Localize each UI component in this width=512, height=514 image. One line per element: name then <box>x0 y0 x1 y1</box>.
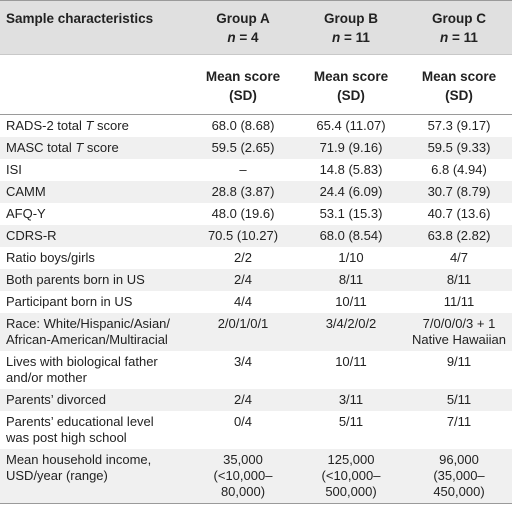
table-row: Race: White/Hispanic/Asian/African-Ameri… <box>0 313 512 351</box>
cell-group-b: 71.9 (9.16) <box>296 137 406 159</box>
group-a-name: Group A <box>216 11 270 26</box>
cell-group-a: 3/4 <box>233 354 253 369</box>
cell-group-c: 59.5 (9.33) <box>406 137 512 159</box>
cell-group-b: 3/11 <box>296 389 406 411</box>
subheader-row: Mean score (SD) Mean score (SD) Mean score… <box>0 54 512 115</box>
cell-group-b: 3/4/2/0/2 <box>296 313 406 351</box>
cell-group-a: 2/0/1/0/1 <box>190 313 296 351</box>
cell-group-a: 35,000 (<10,000– 80,000) <box>190 449 296 504</box>
cell-group-c: 63.8 (2.82) <box>406 225 512 247</box>
table-row: CAMM 28.8 (3.87) 24.4 (6.09) 30.7 (8.79) <box>0 181 512 203</box>
row-label: Parents’ divorced <box>0 389 190 411</box>
cell-group-c: 4/7 <box>449 250 469 265</box>
cell-group-b: 125,000 (<10,000– 500,000) <box>296 449 406 504</box>
cell-group-c: 7/0/0/0/3 + 1 Native Hawaiian <box>406 313 512 351</box>
cell-group-a: 48.0 (19.6) <box>211 206 275 221</box>
cell-group-c: 96,000 (35,000– 450,000) <box>406 449 512 504</box>
row-label: MASC total T score <box>0 137 190 159</box>
cell-group-a: 2/4 <box>190 269 296 291</box>
header-row: Sample characteristics Group A n = 4 Gro… <box>0 0 512 55</box>
cell-group-b: 1/10 <box>338 250 364 265</box>
row-label: Ratio boys/girls <box>6 250 95 265</box>
table-row: Parents’ educational level was post high … <box>0 411 512 449</box>
cell-group-a: 28.8 (3.87) <box>190 181 296 203</box>
row-label: RADS-2 total T score <box>6 118 129 133</box>
table-row: MASC total T score 59.5 (2.65) 71.9 (9.16)… <box>0 137 512 159</box>
group-c-n: n = 11 <box>440 30 478 45</box>
cell-group-c: 6.8 (4.94) <box>431 162 487 177</box>
group-b-name: Group B <box>324 11 378 26</box>
group-c-name: Group C <box>432 11 486 26</box>
header-label: Sample characteristics <box>0 0 190 55</box>
group-a-header: Group A n = 4 <box>190 0 296 55</box>
cell-group-c: 30.7 (8.79) <box>406 181 512 203</box>
cell-group-c: 8/11 <box>406 269 512 291</box>
cell-group-c: 57.3 (9.17) <box>427 118 491 133</box>
row-label: Parents’ educational level was post high … <box>6 414 154 445</box>
subheader-b: Mean score (SD) <box>296 54 406 115</box>
row-label: CDRS-R <box>0 225 190 247</box>
group-b-header: Group B n = 11 <box>296 0 406 55</box>
cell-group-a: 68.0 (8.68) <box>211 118 275 133</box>
cell-group-b: 68.0 (8.54) <box>296 225 406 247</box>
table-body: RADS-2 total T score 68.0 (8.68) 65.4 (11.… <box>0 115 512 504</box>
subheader-a: Mean score (SD) <box>190 54 296 115</box>
table-row: ISI – 14.8 (5.83) 6.8 (4.94) <box>0 159 512 181</box>
cell-group-a: 0/4 <box>233 414 253 429</box>
cell-group-b: 10/11 <box>335 354 367 369</box>
table-row: Both parents born in US 2/4 8/11 8/11 <box>0 269 512 291</box>
cell-group-c: 5/11 <box>406 389 512 411</box>
cell-group-c: 7/11 <box>446 414 472 429</box>
row-label: Race: White/Hispanic/Asian/African-Ameri… <box>0 313 190 351</box>
cell-group-a: – <box>239 162 247 177</box>
group-a-n: n = 4 <box>227 30 259 45</box>
cell-group-b: 53.1 (15.3) <box>319 206 383 221</box>
table-row: Ratio boys/girls 2/2 1/10 4/7 <box>0 247 512 269</box>
cell-group-b: 5/11 <box>338 414 364 429</box>
table-row: CDRS-R 70.5 (10.27) 68.0 (8.54) 63.8 (2.82) <box>0 225 512 247</box>
table-row: Parents’ divorced 2/4 3/11 5/11 <box>0 389 512 411</box>
cell-group-c: 11/11 <box>443 294 475 309</box>
subheader-c: Mean score (SD) <box>406 54 512 115</box>
cell-group-a: 70.5 (10.27) <box>190 225 296 247</box>
cell-group-a: 2/2 <box>233 250 253 265</box>
table-row: Mean household income, USD/year (range) 35… <box>0 449 512 504</box>
table-row: Participant born in US 4/4 10/11 11/11 <box>0 291 512 313</box>
cell-group-b: 14.8 (5.83) <box>319 162 383 177</box>
cell-group-a: 4/4 <box>233 294 253 309</box>
row-label: Participant born in US <box>6 294 133 309</box>
cell-group-b: 24.4 (6.09) <box>296 181 406 203</box>
group-b-n: n = 11 <box>332 30 370 45</box>
row-label: Both parents born in US <box>0 269 190 291</box>
row-label: ISI <box>6 162 22 177</box>
cell-group-b: 8/11 <box>296 269 406 291</box>
group-c-header: Group C n = 11 <box>406 0 512 55</box>
cell-group-a: 2/4 <box>190 389 296 411</box>
cell-group-c: 9/11 <box>446 354 472 369</box>
cell-group-b: 10/11 <box>335 294 367 309</box>
row-label: AFQ-Y <box>6 206 46 221</box>
table-row: Lives with biological father and/or mothe… <box>0 351 512 389</box>
row-label: Lives with biological father and/or mothe… <box>6 354 158 385</box>
table-row: RADS-2 total T score 68.0 (8.68) 65.4 (11.… <box>0 115 512 138</box>
row-label: Mean household income, USD/year (range) <box>0 449 190 504</box>
subheader-empty <box>0 54 190 115</box>
cell-group-b: 65.4 (11.07) <box>316 118 386 133</box>
row-label: CAMM <box>0 181 190 203</box>
table-row: AFQ-Y 48.0 (19.6) 53.1 (15.3) 40.7 (13.6) <box>0 203 512 225</box>
cell-group-a: 59.5 (2.65) <box>190 137 296 159</box>
cell-group-c: 40.7 (13.6) <box>427 206 491 221</box>
